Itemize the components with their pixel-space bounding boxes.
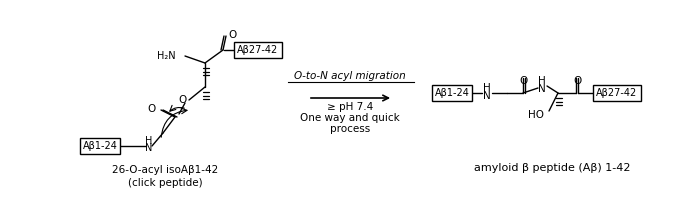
Text: Aβ1-24: Aβ1-24 bbox=[435, 88, 470, 98]
Text: H: H bbox=[483, 83, 491, 93]
Text: O: O bbox=[148, 104, 156, 114]
Text: N: N bbox=[146, 143, 153, 153]
Text: O: O bbox=[228, 30, 237, 40]
Text: H: H bbox=[538, 76, 546, 86]
Text: H: H bbox=[146, 136, 153, 146]
Text: O: O bbox=[573, 76, 581, 86]
Text: O-to-N acyl migration: O-to-N acyl migration bbox=[294, 71, 406, 81]
Text: N: N bbox=[483, 91, 491, 101]
Text: 26-O-acyl isoAβ1-42: 26-O-acyl isoAβ1-42 bbox=[112, 165, 218, 175]
Text: Aβ1-24: Aβ1-24 bbox=[83, 141, 118, 151]
Text: Aβ27-42: Aβ27-42 bbox=[237, 45, 279, 55]
Text: (click peptide): (click peptide) bbox=[127, 178, 202, 188]
Text: process: process bbox=[330, 124, 370, 134]
Text: O: O bbox=[178, 95, 187, 105]
Text: ≥ pH 7.4: ≥ pH 7.4 bbox=[327, 102, 373, 112]
Text: amyloid β peptide (Aβ) 1-42: amyloid β peptide (Aβ) 1-42 bbox=[474, 163, 630, 173]
Text: One way and quick: One way and quick bbox=[300, 113, 400, 123]
Text: O: O bbox=[520, 76, 528, 86]
Text: Aβ27-42: Aβ27-42 bbox=[596, 88, 638, 98]
Text: H₂N: H₂N bbox=[158, 51, 176, 61]
Text: N: N bbox=[538, 84, 546, 94]
Text: HO: HO bbox=[528, 110, 544, 120]
